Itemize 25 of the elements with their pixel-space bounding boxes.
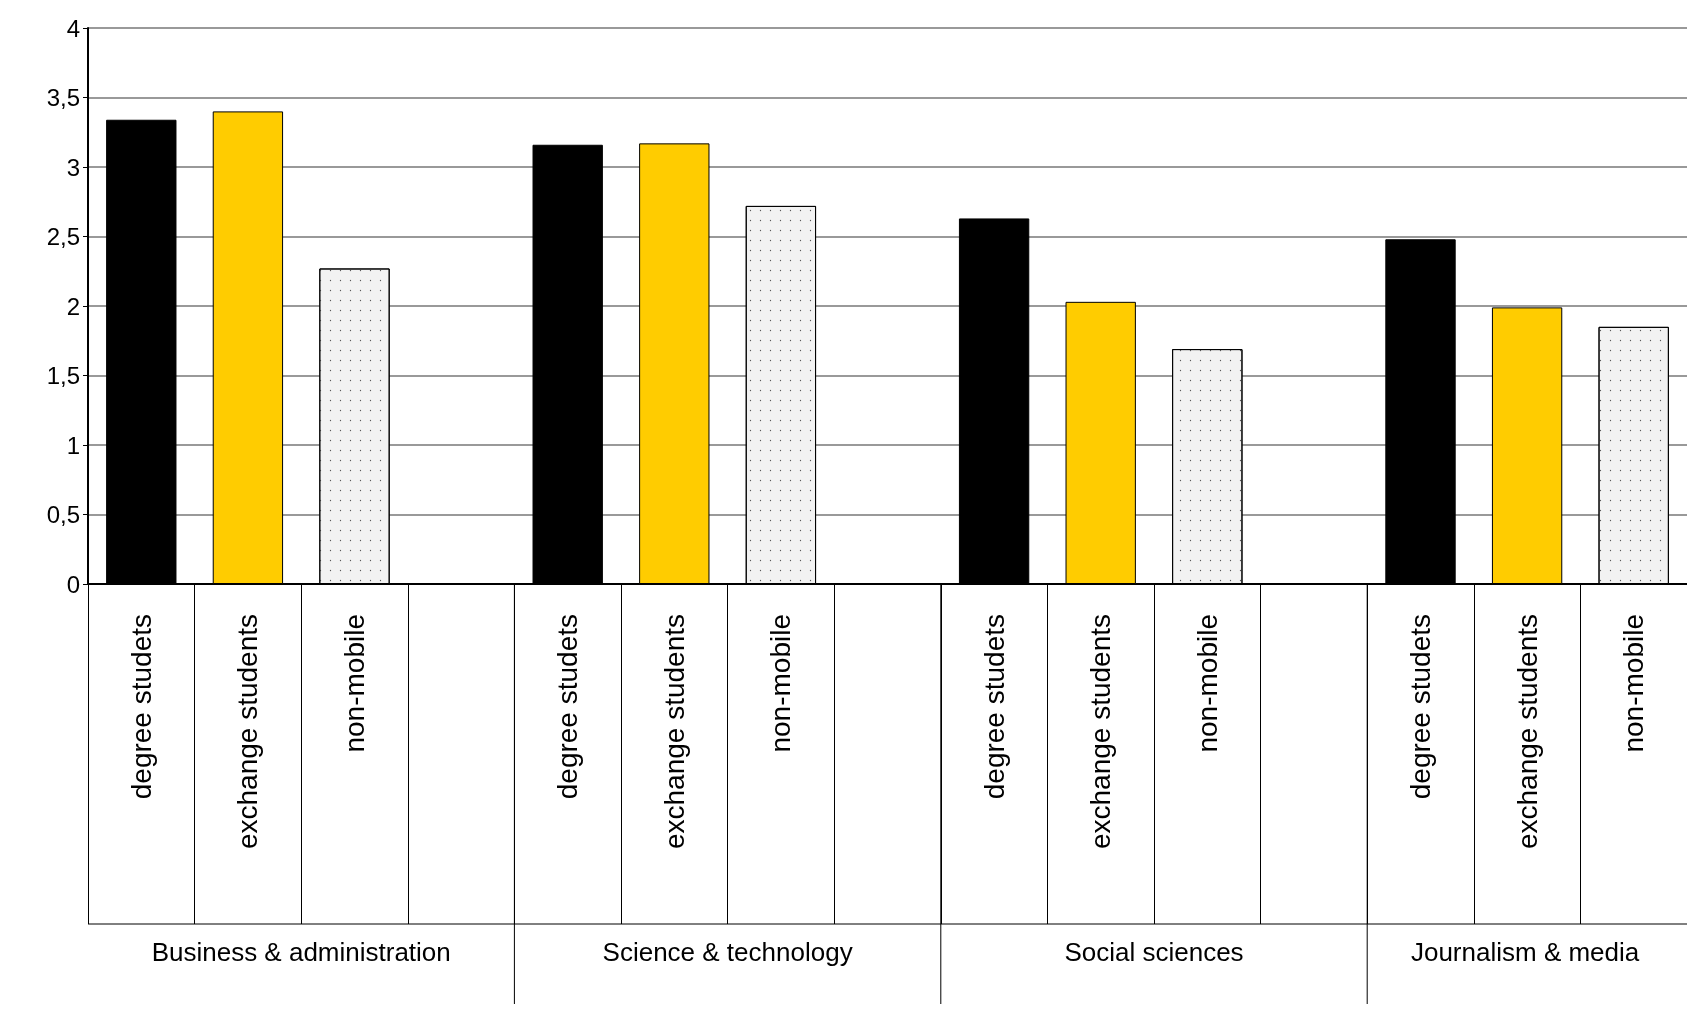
- y-tick-label: 4: [66, 14, 80, 42]
- x-tick-label: non-mobile: [1191, 614, 1223, 753]
- x-tick-label: exchange students: [232, 614, 264, 850]
- x-tick-label: non-mobile: [765, 614, 797, 753]
- x-tick-label: exchange students: [1511, 614, 1543, 850]
- y-tick-label: 2,5: [46, 223, 80, 250]
- y-tick-label: 3,5: [46, 84, 80, 111]
- y-tick-label: 0,5: [46, 501, 80, 528]
- text: Social sciences: [1064, 937, 1244, 967]
- y-tick-label: 3: [66, 153, 80, 181]
- text: Science & technology: [602, 937, 853, 967]
- y-tick-label: 1,5: [46, 362, 80, 389]
- x-tick-label: degree studets: [978, 614, 1010, 800]
- x-tick-label: degree studets: [1405, 614, 1436, 800]
- x-tick-label: exchange students: [658, 614, 690, 850]
- y-tick-label: 0: [66, 570, 80, 598]
- text: Business & administration: [151, 937, 451, 967]
- y-tick-label: 1: [66, 431, 80, 459]
- y-tick-label: 2: [66, 292, 80, 320]
- x-tick-label: degree studets: [552, 614, 584, 800]
- x-tick-label: non-mobile: [339, 614, 370, 753]
- x-tick-label: non-mobile: [1618, 614, 1650, 753]
- x-tick-label: degree studets: [125, 614, 157, 800]
- x-tick-label: exchange students: [1085, 614, 1117, 850]
- text: Journalism & media: [1410, 937, 1640, 967]
